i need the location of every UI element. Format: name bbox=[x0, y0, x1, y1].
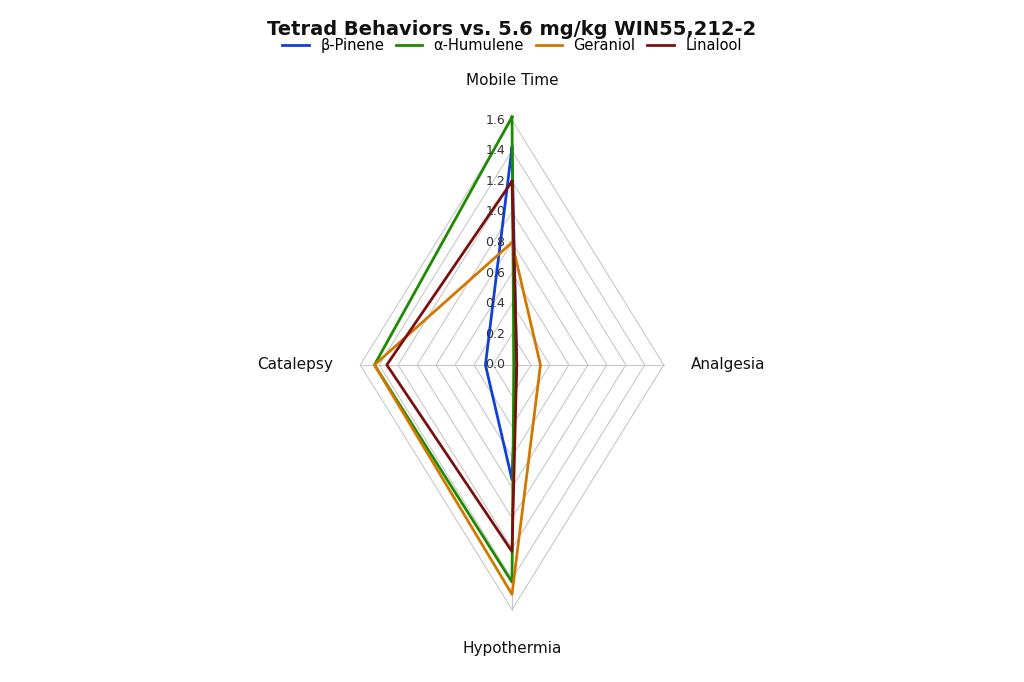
Legend: β-Pinene, α-Humulene, Geraniol, Linalool: β-Pinene, α-Humulene, Geraniol, Linalool bbox=[276, 33, 748, 59]
Text: 1.6: 1.6 bbox=[485, 114, 505, 127]
Text: Tetrad Behaviors vs. 5.6 mg/kg WIN55,212-2: Tetrad Behaviors vs. 5.6 mg/kg WIN55,212… bbox=[267, 20, 757, 40]
Text: 0.4: 0.4 bbox=[485, 297, 505, 310]
Text: Mobile Time: Mobile Time bbox=[466, 73, 558, 88]
Text: Analgesia: Analgesia bbox=[691, 357, 766, 372]
Text: 1.4: 1.4 bbox=[485, 144, 505, 157]
Text: 1.2: 1.2 bbox=[485, 175, 505, 188]
Text: 0.0: 0.0 bbox=[485, 358, 505, 372]
Text: 0.8: 0.8 bbox=[485, 236, 505, 249]
Text: 0.2: 0.2 bbox=[485, 328, 505, 341]
Text: 0.6: 0.6 bbox=[485, 267, 505, 280]
Text: 1.0: 1.0 bbox=[485, 205, 505, 218]
Text: Hypothermia: Hypothermia bbox=[462, 642, 562, 657]
Text: Catalepsy: Catalepsy bbox=[257, 357, 333, 372]
